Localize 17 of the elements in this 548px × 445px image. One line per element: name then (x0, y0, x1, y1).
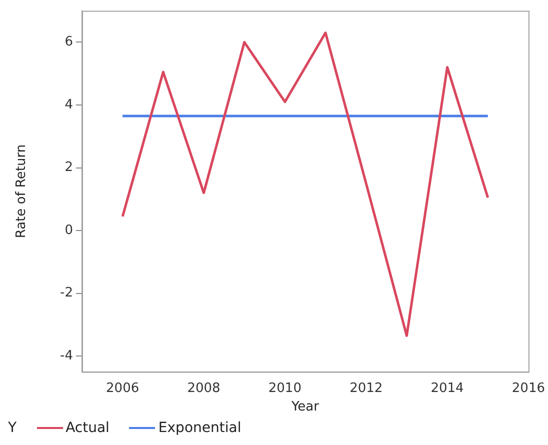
x-tick-label: 2016 (512, 380, 546, 396)
y-tick-label: 2 (64, 160, 73, 176)
x-tick-label: 2012 (350, 380, 383, 396)
y-tick-label: 4 (64, 97, 73, 112)
legend-label: Exponential (158, 420, 242, 436)
y-tick-label: 6 (64, 34, 73, 50)
x-tick-label: 2008 (187, 380, 220, 396)
x-tick-label: 2006 (106, 380, 140, 396)
legend-label: Actual (66, 420, 110, 436)
x-tick-label: 2010 (268, 380, 302, 396)
y-tick-label: -2 (60, 286, 73, 301)
x-axis-title: Year (290, 400, 320, 415)
y-tick-label: -4 (60, 348, 73, 364)
y-tick-label: 0 (64, 222, 73, 238)
y-axis-title: Rate of Return (14, 144, 30, 238)
x-tick-label: 2014 (430, 380, 464, 396)
legend-title: Y (8, 420, 17, 436)
